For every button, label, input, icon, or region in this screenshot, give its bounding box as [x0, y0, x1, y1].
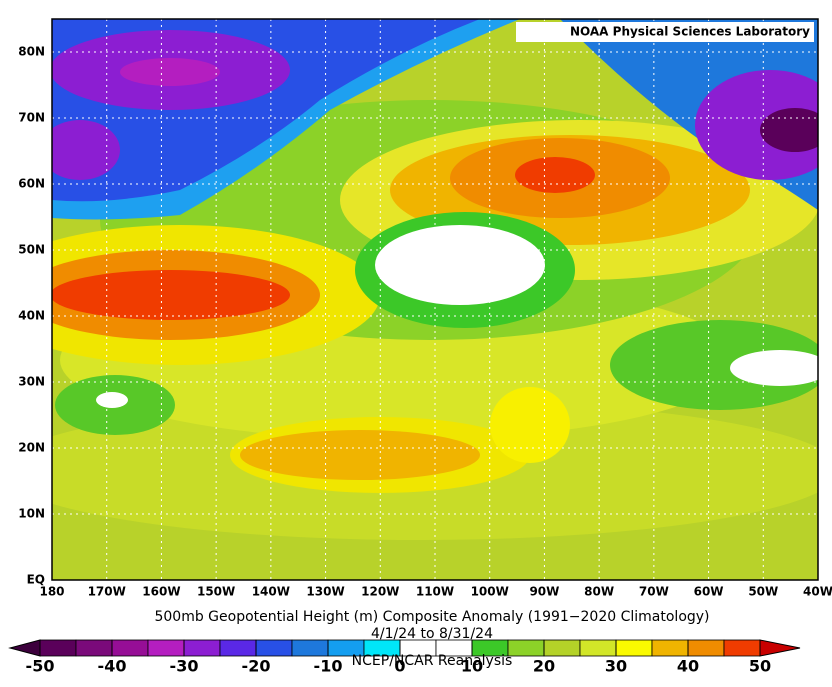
lon-tick-label: 120W [361, 585, 399, 599]
lat-tick-label: 10N [18, 507, 45, 521]
lat-tick-label: 50N [18, 243, 45, 257]
colorbar-label: 0 [394, 657, 405, 676]
lon-tick-label: 170W [88, 585, 126, 599]
lon-tick-label: 60W [694, 585, 724, 599]
colorbar-box [543, 639, 581, 657]
colorbar-box [723, 639, 761, 657]
colorbar-label: 40 [677, 657, 699, 676]
colorbar-label: 50 [749, 657, 771, 676]
colorbar-box [147, 639, 185, 657]
lon-tick-label: 150W [197, 585, 235, 599]
colorbar-box [651, 639, 689, 657]
colorbar-box [219, 639, 257, 657]
colorbar-under [8, 639, 41, 657]
colorbar-box [615, 639, 653, 657]
lon-tick-label: 130W [306, 585, 344, 599]
source-box [516, 22, 814, 42]
lon-tick-label: 160W [142, 585, 180, 599]
lon-tick-label: 40W [803, 585, 832, 599]
anomaly-field [52, 19, 818, 580]
colorbar-box [111, 639, 149, 657]
colorbar-box [39, 639, 77, 657]
lat-tick-label: EQ [27, 573, 45, 587]
colorbar-box [75, 639, 113, 657]
source-label: NOAA Physical Sciences Laboratory [570, 25, 810, 39]
lat-tick-label: 60N [18, 177, 45, 191]
map-subtitle: 4/1/24 to 8/31/24 [371, 626, 493, 642]
colorbar-box [183, 639, 221, 657]
lon-tick-label: 80W [584, 585, 614, 599]
lon-tick-label: 180 [39, 585, 64, 599]
colorbar-label: 20 [533, 657, 555, 676]
lat-tick-label: 20N [18, 441, 45, 455]
lat-tick-label: 70N [18, 111, 45, 125]
lat-tick-label: 30N [18, 375, 45, 389]
lon-tick-label: 100W [471, 585, 509, 599]
colorbar-label: -40 [98, 657, 127, 676]
colorbar-label: -10 [314, 657, 343, 676]
plot-frame [51, 18, 819, 581]
lon-tick-label: 140W [252, 585, 290, 599]
colorbar-box [687, 639, 725, 657]
lon-tick-label: 90W [529, 585, 559, 599]
lon-tick-label: 70W [639, 585, 669, 599]
lat-tick-label: 80N [18, 45, 45, 59]
colorbar-box [507, 639, 545, 657]
colorbar-label: -30 [170, 657, 199, 676]
lon-tick-label: 50W [748, 585, 778, 599]
colorbar-label: -50 [26, 657, 55, 676]
colorbar-box [255, 639, 293, 657]
colorbar-label: 30 [605, 657, 627, 676]
colorbar-over [759, 639, 801, 657]
colorbar-box [291, 639, 329, 657]
credit: NCEP/NCAR Reanalysis [352, 653, 513, 669]
colorbar-box [579, 639, 617, 657]
colorbar-label: 10 [461, 657, 483, 676]
lat-tick-label: 40N [18, 309, 45, 323]
colorbar: -50 -40 -30 -20 -10 0 10 20 30 40 50 [8, 639, 801, 676]
lon-tick-label: 110W [416, 585, 454, 599]
colorbar-label: -20 [242, 657, 271, 676]
map-title: 500mb Geopotential Height (m) Composite … [154, 609, 709, 625]
